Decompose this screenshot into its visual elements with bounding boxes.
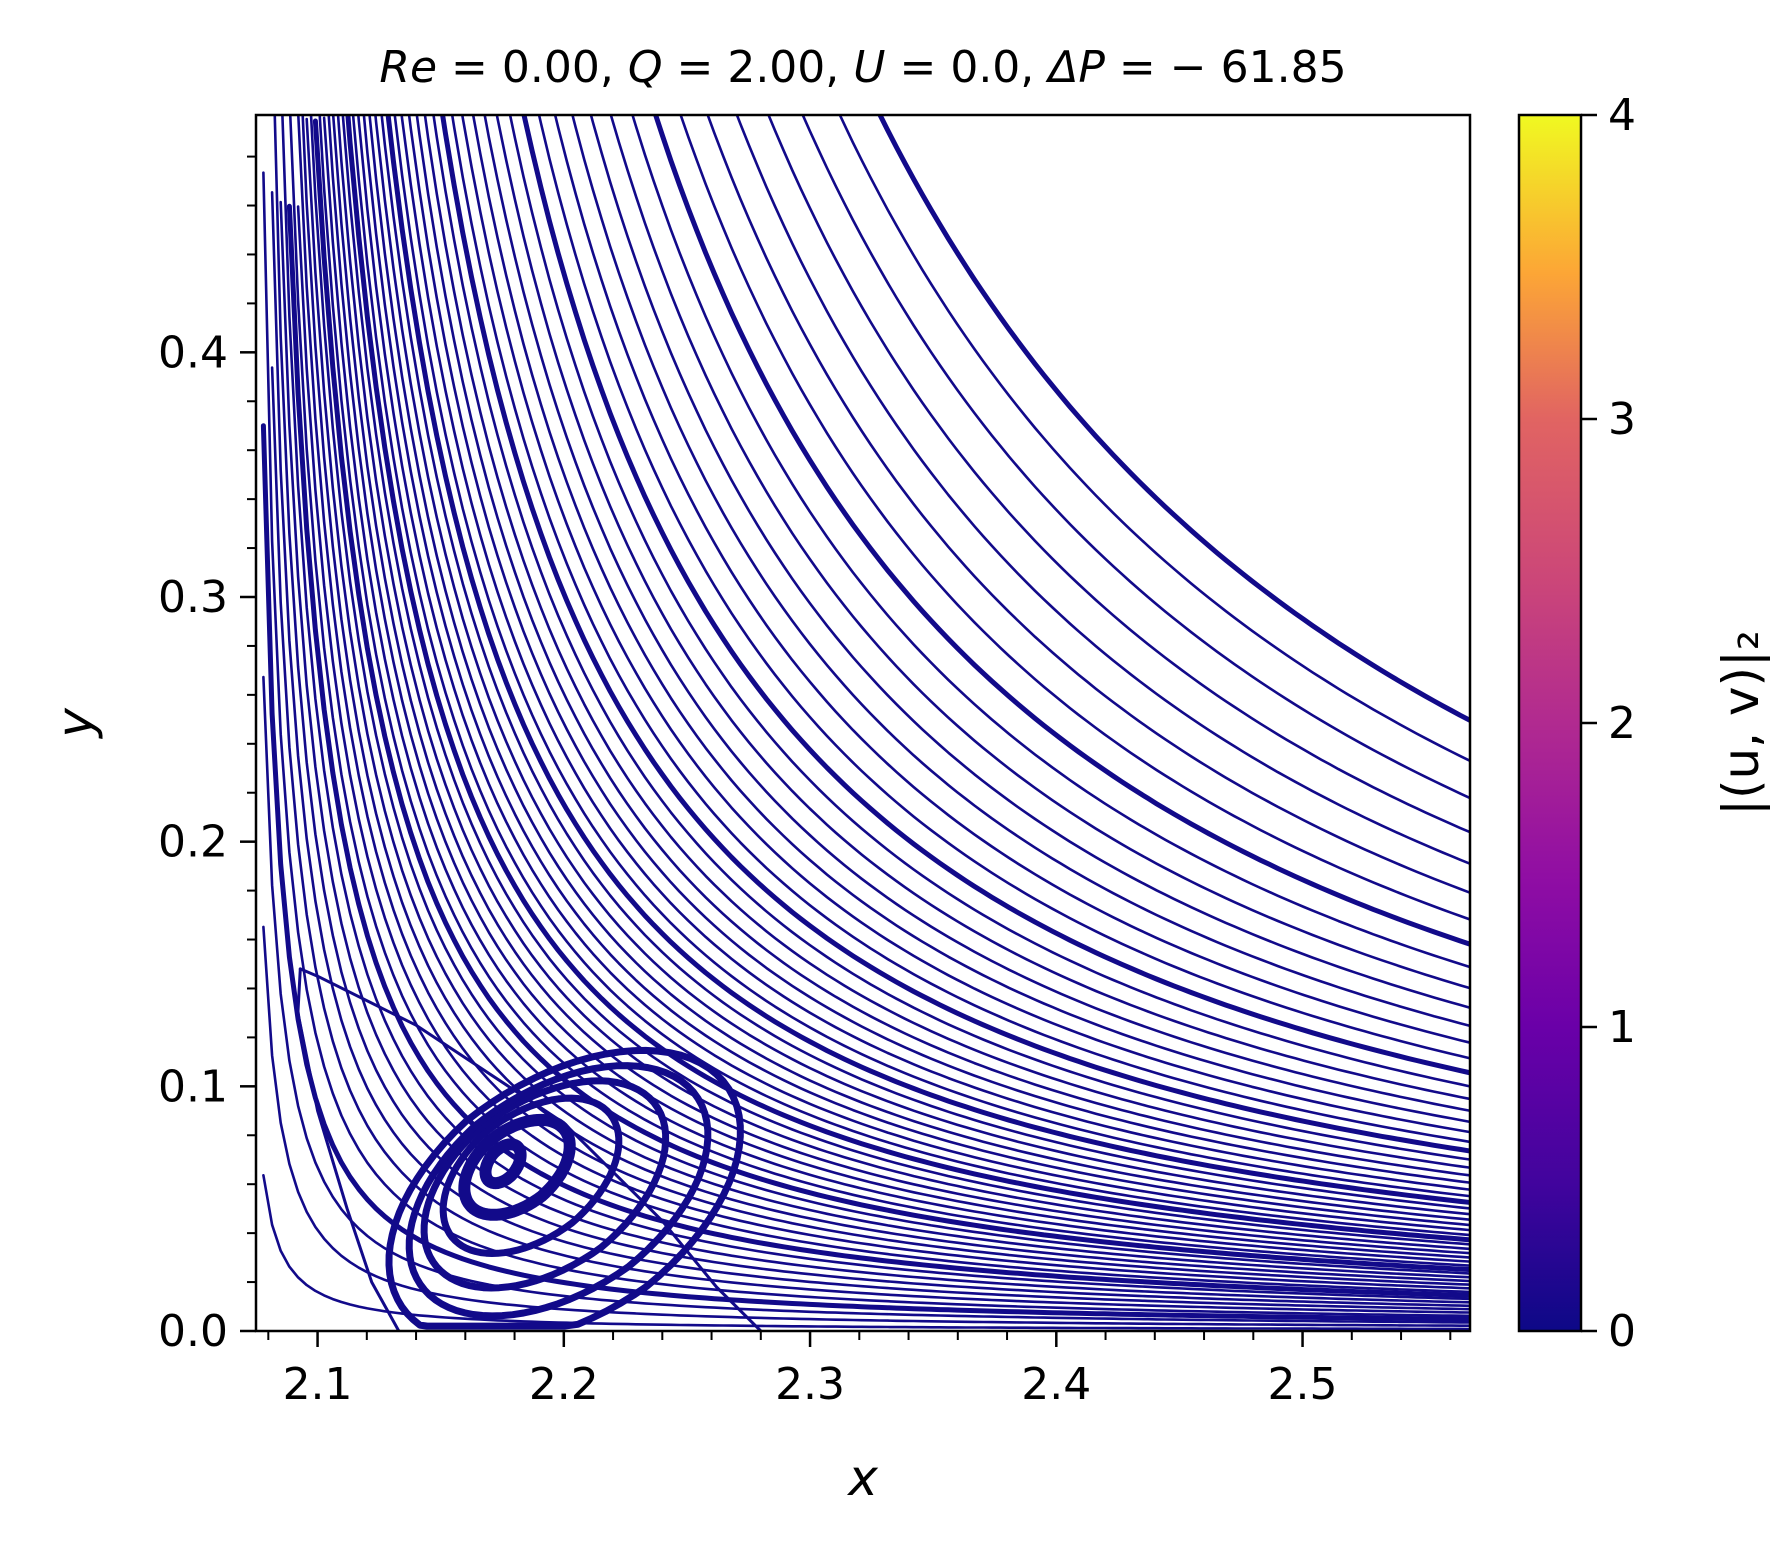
streamline bbox=[679, 115, 1470, 921]
x-tick-label: 2.5 bbox=[1268, 1359, 1338, 1410]
separatrix bbox=[296, 967, 401, 1331]
eddy-loop bbox=[479, 1138, 527, 1190]
colorbar-gradient bbox=[1517, 113, 1583, 1333]
streamline bbox=[270, 366, 1470, 1314]
eddy-loop bbox=[405, 1062, 712, 1320]
streamline bbox=[322, 116, 1470, 1263]
streamline bbox=[609, 115, 1470, 990]
streamline bbox=[336, 115, 1470, 1251]
streamline bbox=[767, 115, 1470, 834]
streamline bbox=[262, 925, 1470, 1328]
streamline bbox=[537, 115, 1470, 1060]
streamline bbox=[362, 115, 1470, 1227]
streamline bbox=[374, 115, 1470, 1216]
streamline bbox=[305, 117, 1470, 1279]
streamline bbox=[273, 115, 1470, 1308]
streamline bbox=[385, 115, 1470, 1205]
streamline bbox=[341, 115, 1470, 1246]
colorbar-tick-label: 3 bbox=[1608, 394, 1636, 445]
streamline bbox=[495, 115, 1470, 1101]
streamline bbox=[838, 115, 1470, 763]
streamline bbox=[571, 115, 1470, 1028]
eddy-loop bbox=[385, 1046, 744, 1330]
streamline bbox=[345, 115, 1470, 1243]
colorbar-tick-label: 2 bbox=[1608, 698, 1636, 749]
eddy-loop bbox=[420, 1077, 670, 1292]
y-axis: 0.0 0.1 0.2 0.3 0.4 bbox=[158, 155, 256, 1357]
streamline bbox=[407, 115, 1470, 1184]
colorbar-tick-label: 1 bbox=[1608, 1002, 1636, 1053]
streamline bbox=[801, 115, 1470, 800]
y-axis-label: y bbox=[46, 707, 104, 740]
plot-frame bbox=[254, 113, 1472, 1333]
streamline bbox=[706, 115, 1470, 895]
streamline bbox=[296, 115, 1470, 1286]
colorbar-label: |(u, v)|₂ bbox=[1712, 630, 1770, 816]
y-tick-label: 0.4 bbox=[158, 327, 228, 378]
streamline bbox=[262, 675, 1470, 1324]
streamline bbox=[368, 115, 1470, 1222]
streamline bbox=[735, 115, 1470, 866]
streamline bbox=[309, 115, 1470, 1275]
chart-title: Re = 0.00, Q = 2.00, U = 0.0, ΔP = − 61.… bbox=[379, 42, 1346, 93]
streamline bbox=[877, 115, 1470, 724]
plot-area bbox=[254, 113, 1472, 1333]
streamline bbox=[450, 115, 1470, 1144]
eddy-loop bbox=[458, 1113, 576, 1221]
x-tick-label: 2.4 bbox=[1021, 1359, 1091, 1410]
streamline bbox=[312, 118, 1470, 1273]
y-tick-label: 0.1 bbox=[158, 1061, 228, 1112]
x-tick-label: 2.3 bbox=[775, 1359, 845, 1410]
x-tick-label: 2.2 bbox=[529, 1359, 599, 1410]
streamline bbox=[393, 115, 1470, 1198]
streamline bbox=[296, 205, 1470, 1290]
y-tick-label: 0.2 bbox=[158, 817, 228, 868]
streamline bbox=[351, 115, 1470, 1237]
streamline bbox=[432, 115, 1470, 1161]
streamline bbox=[423, 115, 1470, 1170]
y-tick-label: 0.0 bbox=[158, 1306, 228, 1357]
colorbar-tick-label: 4 bbox=[1608, 90, 1636, 141]
colorbar: 0 1 2 3 4 |(u, v)|₂ bbox=[1517, 90, 1770, 1357]
streamline bbox=[357, 115, 1470, 1232]
streamline bbox=[521, 115, 1470, 1076]
streamline bbox=[262, 1174, 1470, 1331]
x-axis: 2.1 2.2 2.3 2.4 2.5 bbox=[267, 1331, 1452, 1410]
x-tick-label: 2.1 bbox=[283, 1359, 353, 1410]
streamline bbox=[653, 115, 1470, 947]
streamline bbox=[327, 115, 1470, 1259]
streamline bbox=[400, 115, 1470, 1191]
streamline bbox=[589, 115, 1470, 1010]
streamline bbox=[553, 115, 1470, 1044]
streamline bbox=[415, 115, 1470, 1177]
streamline bbox=[440, 115, 1470, 1154]
streamline bbox=[380, 115, 1470, 1210]
streamline bbox=[483, 115, 1470, 1113]
streamline bbox=[508, 115, 1470, 1088]
streamline bbox=[262, 171, 1470, 1318]
x-axis-label: x bbox=[846, 1449, 878, 1507]
streamlines bbox=[260, 115, 1470, 1331]
streamline bbox=[260, 423, 1470, 1322]
eddy-loop bbox=[439, 1094, 623, 1257]
streamline bbox=[318, 115, 1470, 1267]
streamline bbox=[471, 115, 1470, 1124]
colorbar-tick-label: 0 bbox=[1608, 1306, 1636, 1357]
streamline bbox=[301, 115, 1470, 1283]
streamline bbox=[631, 115, 1470, 969]
streamline bbox=[331, 115, 1470, 1255]
streamline bbox=[460, 115, 1470, 1134]
colorbar-ticks: 0 1 2 3 4 bbox=[1581, 90, 1636, 1357]
y-tick-label: 0.3 bbox=[158, 572, 228, 623]
